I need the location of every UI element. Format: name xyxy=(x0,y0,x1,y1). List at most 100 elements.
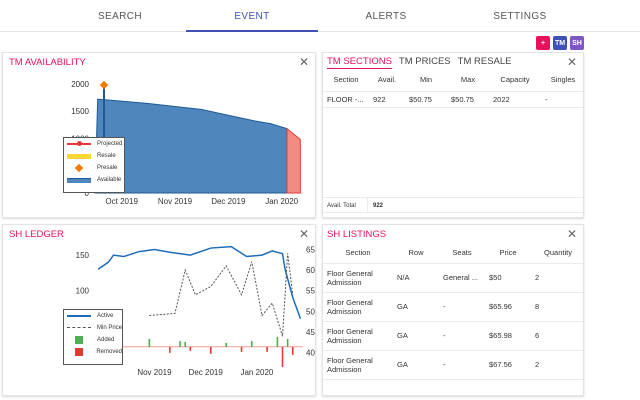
subtab-tm-sections[interactable]: TM SECTIONS xyxy=(327,56,392,69)
table-row[interactable]: Floor General Admission GA - $65.96 8 xyxy=(323,292,583,322)
legend-item: Projected xyxy=(64,138,124,150)
table-row[interactable]: Floor General Admission N/A General ... … xyxy=(323,263,583,293)
y-right-tick-label: 45 xyxy=(306,328,315,337)
added-bar xyxy=(148,338,151,347)
plus-icon: + xyxy=(540,39,546,47)
tm-button[interactable]: TM xyxy=(553,36,567,50)
removed-bar xyxy=(189,346,192,351)
cell-max: $50.75 xyxy=(447,91,489,108)
projected-area xyxy=(286,127,301,194)
removed-bar xyxy=(210,346,212,354)
tab-settings[interactable]: SETTINGS xyxy=(450,0,590,32)
y-left-tick-label: 150 xyxy=(76,251,90,260)
cell-quantity: 8 xyxy=(531,292,583,322)
column-header[interactable]: Section xyxy=(323,69,369,92)
table-row[interactable]: Floor General Admission GA - $65.98 6 xyxy=(323,321,583,351)
y-tick-label: 1500 xyxy=(71,107,89,116)
column-header[interactable]: Section xyxy=(323,243,393,264)
panel-title: SH LEDGER xyxy=(9,229,64,240)
add-widget-button[interactable]: + xyxy=(536,36,550,50)
min-price-line xyxy=(149,253,294,337)
cell-avail: 922 xyxy=(369,91,405,108)
legend-item: Removed xyxy=(64,346,122,358)
cell-section: Floor General Admission xyxy=(323,292,393,322)
x-tick-label: Jan 2020 xyxy=(240,368,273,377)
removed-bar xyxy=(291,346,294,355)
close-icon[interactable]: ✕ xyxy=(566,227,577,241)
close-icon[interactable]: ✕ xyxy=(298,55,309,69)
column-header[interactable]: Max xyxy=(447,69,489,92)
cell-row: N/A xyxy=(393,263,439,293)
tab-event[interactable]: EVENT xyxy=(186,0,318,32)
legend-label: Available xyxy=(97,177,122,183)
column-header[interactable]: Quantity xyxy=(531,243,583,264)
sh-chart-legend: Active Min Price Added Removed xyxy=(63,309,123,365)
panel-title: TM AVAILABILITY xyxy=(9,57,86,68)
cell-quantity: 2 xyxy=(531,263,583,293)
added-bar xyxy=(276,336,279,347)
tab-alerts[interactable]: ALERTS xyxy=(322,0,450,32)
removed-bar xyxy=(266,346,268,352)
active-line xyxy=(97,245,302,319)
cell-section: Floor General Admission xyxy=(323,350,393,380)
cell-quantity: 2 xyxy=(531,350,583,380)
cell-min: $50.75 xyxy=(405,91,447,108)
tab-settings-label: SETTINGS xyxy=(493,10,547,22)
subtab-tm-prices[interactable]: TM PRICES xyxy=(398,56,451,67)
legend-item: Min Price xyxy=(64,322,122,334)
legend-label: Removed xyxy=(96,349,122,355)
column-header[interactable]: Row xyxy=(393,243,439,264)
top-tab-bar: SEARCH EVENT ALERTS SETTINGS xyxy=(0,0,640,32)
tm-sections-panel: TM SECTIONS TM PRICES TM RESALE ✕ Sectio… xyxy=(322,52,584,218)
table-row[interactable]: FLOOR -... 922 $50.75 $50.75 2022 - xyxy=(323,91,583,108)
added-bar xyxy=(250,340,253,347)
legend-item: Resale xyxy=(64,150,124,162)
column-header[interactable]: Price xyxy=(485,243,531,264)
sh-button[interactable]: SH xyxy=(570,36,584,50)
sh-button-label: SH xyxy=(572,39,582,47)
tab-search[interactable]: SEARCH xyxy=(40,0,200,32)
column-header[interactable]: Singles xyxy=(541,69,583,92)
table-row[interactable]: Floor General Admission GA - $67.56 2 xyxy=(323,350,583,380)
presale-swatch xyxy=(67,163,91,173)
table-header-row: Section Avail. Min Max Capacity Singles xyxy=(323,69,583,92)
cell-capacity: 2022 xyxy=(489,91,541,108)
tm-availability-panel: TM AVAILABILITY ✕ 0500100015002000Oct 20… xyxy=(2,52,316,218)
tab-search-label: SEARCH xyxy=(97,10,143,22)
cell-row: GA xyxy=(393,321,439,351)
cell-seats: - xyxy=(439,292,485,322)
cell-quantity: 6 xyxy=(531,321,583,351)
removed-bar xyxy=(240,346,243,352)
legend-label: Resale xyxy=(97,153,116,159)
cell-price: $65.98 xyxy=(485,321,531,351)
cell-section: Floor General Admission xyxy=(323,321,393,351)
cell-price: $65.96 xyxy=(485,292,531,322)
subtab-tm-resale[interactable]: TM RESALE xyxy=(457,56,512,67)
presale-marker xyxy=(99,80,109,90)
legend-item: Added xyxy=(64,334,122,346)
avail-total-row: Avail. Total 922 xyxy=(323,197,583,213)
table-header-row: Section Row Seats Price Quantity xyxy=(323,243,583,264)
column-header[interactable]: Min xyxy=(405,69,447,92)
close-icon[interactable]: ✕ xyxy=(298,227,309,241)
added-swatch xyxy=(67,336,91,344)
legend-label: Presale xyxy=(97,165,118,171)
column-header[interactable]: Avail. xyxy=(369,69,405,92)
x-tick-label: Nov 2019 xyxy=(137,368,172,377)
tm-chart-legend: Projected Resale Presale Available xyxy=(63,137,125,193)
sh-listings-table: Section Row Seats Price Quantity Floor G… xyxy=(323,243,583,380)
cell-price: $50 xyxy=(485,263,531,293)
x-tick-label: Oct 2019 xyxy=(105,197,138,206)
column-header[interactable]: Capacity xyxy=(489,69,541,92)
cell-section: FLOOR -... xyxy=(323,91,369,108)
close-icon[interactable]: ✕ xyxy=(566,55,577,69)
legend-item: Active xyxy=(64,310,122,322)
column-header[interactable]: Seats xyxy=(439,243,485,264)
x-tick-label: Dec 2019 xyxy=(211,197,246,206)
total-label: Avail. Total xyxy=(327,203,356,209)
legend-item: Available xyxy=(64,174,124,186)
available-swatch xyxy=(67,177,91,183)
legend-label: Added xyxy=(97,337,115,343)
